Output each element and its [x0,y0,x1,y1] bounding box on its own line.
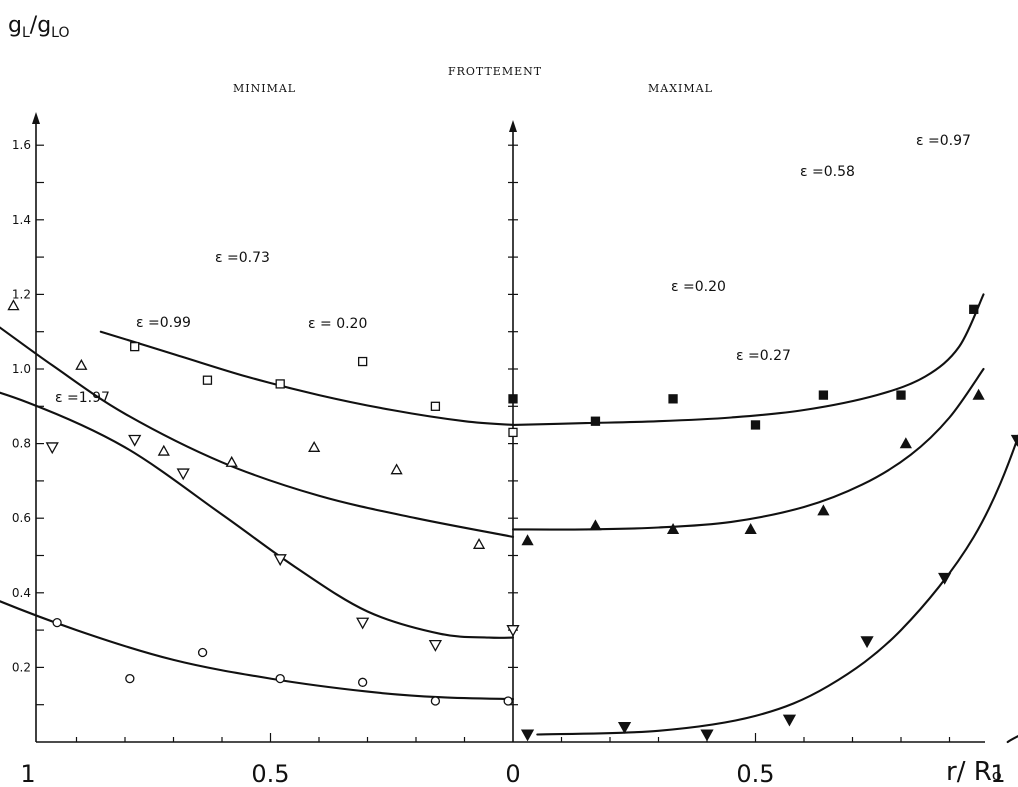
data-point-square-filled [750,420,761,430]
data-point-triangle-up-open [225,455,238,467]
y-tick-label: 0.4 [12,586,31,600]
y-tick-label: 1.2 [12,287,31,301]
x-tick-label: 0 [505,760,520,787]
x-tick-label: 0.5 [736,760,774,787]
y-tick-label: 0.6 [12,511,31,525]
curve-label: ε = 0.20 [308,316,367,332]
x-axis-title: r/ Rₒ [946,757,1003,787]
data-point-triangle-up-filled [744,523,757,535]
data-point-square-open [430,401,441,411]
axes [32,112,985,743]
center-y-axis-arrow [509,120,517,132]
curve-label: ε =1.97 [55,390,110,406]
fit-curve [1006,735,1018,744]
data-point-triangle-up-open [308,440,321,452]
curve-labels: ε =1.97 ε =0.99 ε =0.73 ε = 0.20 ε =0.20 ε =0… [55,133,971,406]
fit-curve [511,367,985,531]
fit-curves [0,293,1018,744]
y-tick-label: 1.0 [12,362,31,376]
left-y-axis-arrow [32,112,40,124]
data-point-triangle-down-filled [617,722,632,734]
data-point-circle-open [275,673,285,684]
curve-label: ε =0.99 [136,315,191,331]
x-tick-labels: 1.510.500.511.5 [20,760,1005,787]
data-point-triangle-down-filled [860,636,874,649]
section-label-maximal: MAXIMAL [648,82,713,95]
data-point-triangle-down-filled [700,729,714,742]
data-point-triangle-down-filled [938,572,952,585]
data-point-triangle-down-open [45,442,59,455]
x-tick-label: 0.5 [251,760,289,787]
data-point-triangle-up-open [75,358,88,370]
data-point-triangle-up-open [390,463,403,475]
data-point-circle-open [52,617,62,628]
y-tick-labels: 0.2 0.4 0.6 0.8 1.0 1.2 1.4 1.6 [12,138,31,674]
data-point-triangle-up-filled [666,523,680,535]
data-point-triangle-up-open [157,444,170,456]
data-point-square-open [130,341,140,352]
data-point-triangle-up-filled [521,534,534,546]
data-point-triangle-up-filled [589,519,602,531]
data-point-square-filled [508,394,518,404]
data-point-square-filled [818,390,829,400]
data-point-square-open [508,427,518,438]
curve-label: ε =0.58 [800,164,855,180]
data-point-triangle-down-filled [520,729,535,742]
data-point-triangle-up-open [7,299,20,311]
fit-curve [0,600,515,701]
fit-curve [99,330,515,426]
data-point-square-open [275,379,285,389]
data-point-square-open [357,356,368,367]
x-tick-label: 1 [20,760,35,787]
data-point-triangle-up-filled [972,388,985,400]
curve-label: ε =0.73 [215,250,270,266]
data-point-circle-open [430,696,441,706]
y-tick-label: 0.8 [12,437,31,451]
data-point-circle-open [125,673,135,684]
curve-label: ε =0.97 [916,133,971,149]
data-point-square-filled [969,304,979,314]
data-point-triangle-down-open [428,639,443,652]
fit-curve [511,293,985,426]
chart-title: FROTTEMENT [448,65,542,78]
data-point-triangle-up-filled [817,504,830,516]
curve-label: ε =0.20 [671,279,726,295]
data-point-square-filled [896,390,906,400]
data-point-triangle-down-open [506,625,520,637]
y-tick-label: 1.4 [12,213,31,227]
data-points [7,299,1018,742]
data-point-circle-open [503,696,513,706]
y-axis-title: gL/gLO [8,13,70,41]
tick-marks [36,144,951,742]
data-point-square-filled [590,416,601,426]
fit-curve [0,326,515,538]
data-point-triangle-down-open [128,434,142,447]
data-point-triangle-up-filled [899,437,912,449]
fit-curve [536,434,1018,736]
curve-label: ε =0.27 [736,348,791,364]
section-label-minimal: MINIMAL [233,82,296,95]
data-point-square-filled [668,394,678,404]
data-point-circle-open [197,647,208,658]
data-point-triangle-down-filled [1010,434,1018,447]
data-point-triangle-down-filled [782,714,797,727]
data-point-triangle-down-open [356,617,370,630]
data-point-triangle-down-open [273,554,287,567]
data-point-triangle-up-open [472,537,486,549]
y-tick-label: 0.2 [12,660,31,674]
data-point-circle-open [357,677,368,687]
fit-curve [0,391,515,639]
data-point-square-open [202,375,213,385]
y-tick-label: 1.6 [12,138,31,152]
x-tick-label: 1 [990,760,1005,787]
data-point-triangle-down-open [176,468,190,481]
